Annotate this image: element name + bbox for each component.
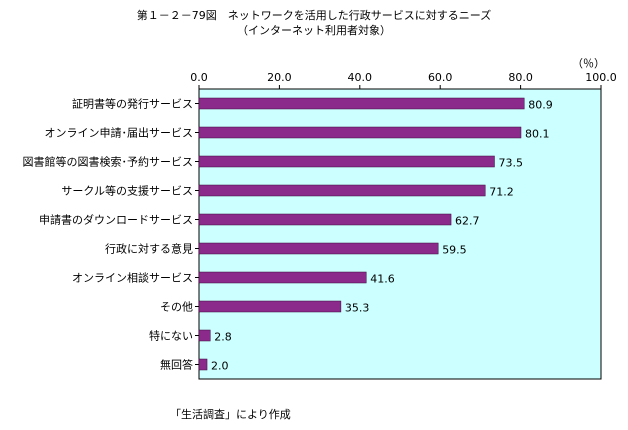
category-label: オンライン申請･届出サービス — [45, 126, 194, 140]
category-label: その他 — [160, 301, 193, 314]
data-label: 62.7 — [455, 215, 480, 228]
bar — [198, 126, 522, 139]
bar — [198, 155, 495, 168]
data-labels: 80.9 80.1 73.5 71.2 62.7 59.5 41.6 35.3 2.8 2.0 — [211, 99, 553, 373]
bar-group — [195, 97, 525, 371]
data-label: 80.1 — [525, 128, 550, 141]
data-label: 71.2 — [489, 186, 514, 199]
data-label: 59.5 — [442, 244, 467, 257]
x-tick-label: 0.0 — [190, 71, 208, 84]
category-label: 図書館等の図書検索･予約サービス — [23, 155, 194, 169]
x-tick-label: 20.0 — [267, 71, 292, 84]
bar — [198, 271, 367, 284]
data-label: 80.9 — [528, 99, 553, 112]
x-tick-label: 40.0 — [348, 71, 373, 84]
x-axis-ticks: 0.0 20.0 40.0 60.0 80.0 100.0 — [190, 71, 617, 89]
bar — [198, 184, 486, 197]
bar — [198, 213, 452, 226]
category-label: 無回答 — [160, 358, 193, 372]
bar — [198, 242, 439, 255]
data-label: 2.0 — [211, 360, 229, 373]
bar — [198, 358, 208, 371]
category-label: 申請書のダウンロードサービス — [39, 213, 193, 227]
x-tick-label: 80.0 — [508, 71, 533, 84]
category-label: 特にない — [149, 329, 193, 343]
category-label: 行政に対する意見 — [105, 242, 193, 256]
chart-title: 第１－２－79図 ネットワークを活用した行政サービスに対するニーズ — [136, 9, 492, 22]
bar — [198, 300, 342, 313]
data-label: 2.8 — [214, 331, 232, 344]
category-label: 証明書等の発行サービス — [72, 97, 193, 111]
bar — [198, 97, 525, 110]
data-label: 35.3 — [345, 302, 370, 315]
title-block: 第１－２－79図 ネットワークを活用した行政サービスに対するニーズ （インターネ… — [0, 8, 628, 38]
category-label: オンライン相談サービス — [72, 271, 193, 285]
x-tick-label: 100.0 — [585, 71, 617, 84]
bar — [198, 329, 211, 342]
x-tick-label: 60.0 — [428, 71, 453, 84]
source-note: 「生活調査」により作成 — [170, 408, 291, 421]
chart-subtitle: （インターネット利用者対象） — [237, 24, 391, 37]
category-labels: 証明書等の発行サービスオンライン申請･届出サービス図書館等の図書検索･予約サービ… — [23, 97, 194, 372]
category-label: サークル等の支援サービス — [61, 184, 193, 198]
data-label: 41.6 — [370, 273, 395, 286]
unit-label: （％） — [572, 57, 605, 70]
data-label: 73.5 — [498, 157, 522, 170]
